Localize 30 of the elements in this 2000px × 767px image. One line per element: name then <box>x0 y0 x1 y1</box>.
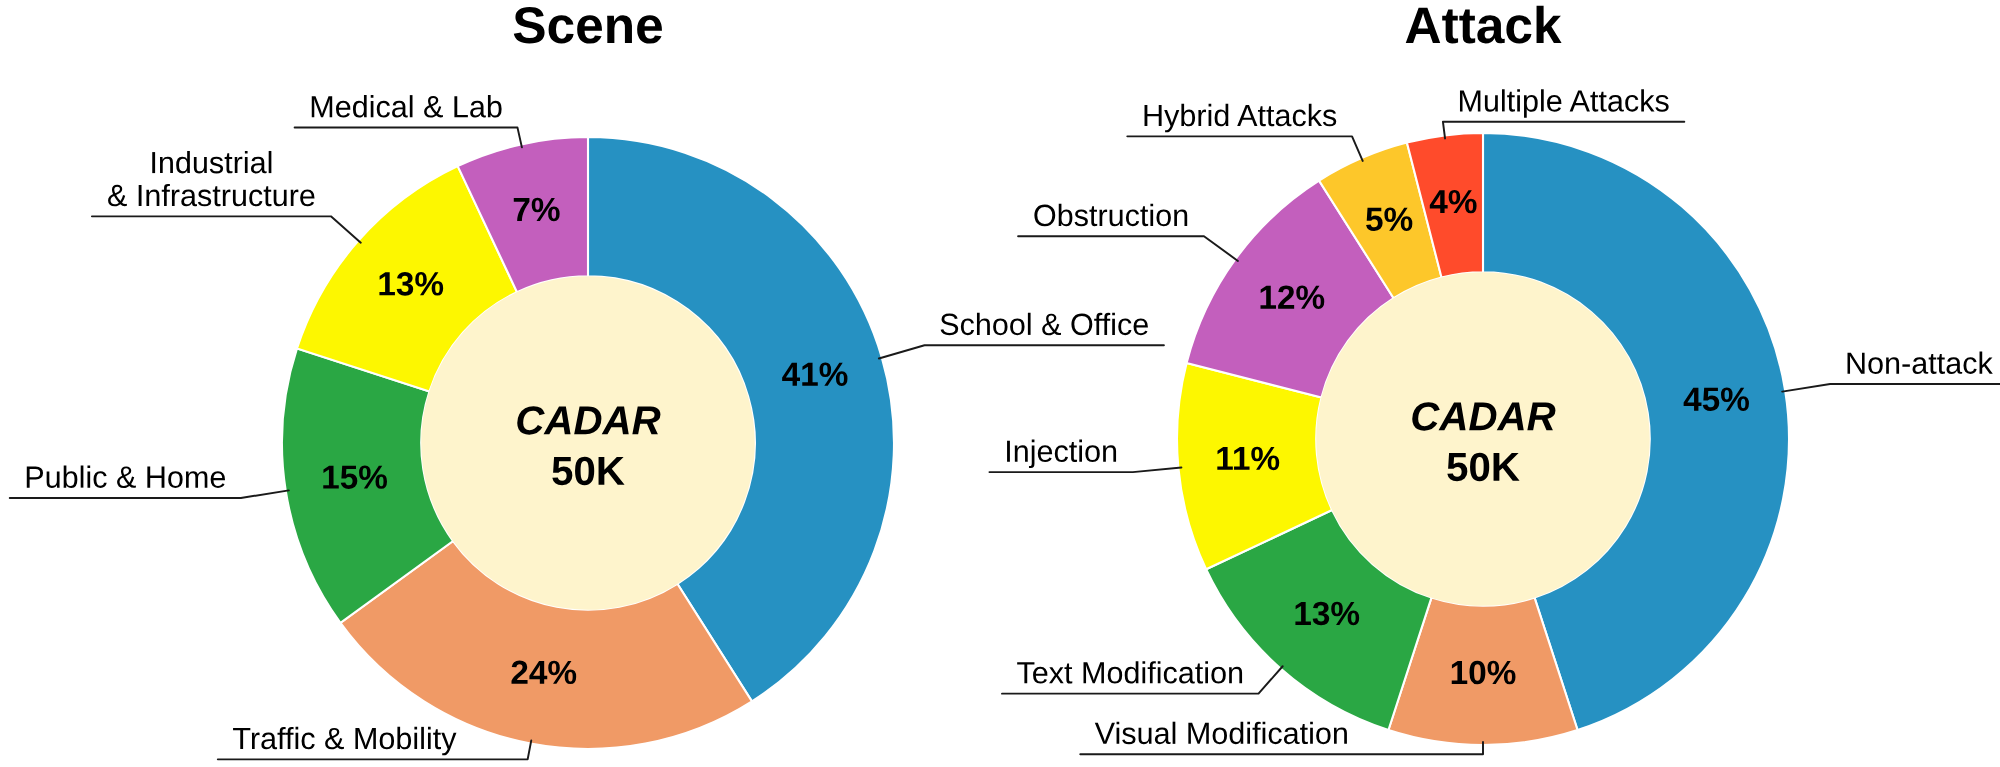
text: 50K <box>552 456 625 486</box>
chart-title: Scene <box>513 7 662 44</box>
slice-label: Non-attack <box>1847 351 1993 374</box>
text: 50K <box>1447 452 1520 482</box>
data-label: 12% <box>1260 285 1325 309</box>
data-label: 13% <box>1295 601 1360 626</box>
data-label: 4% <box>1429 189 1477 214</box>
slice-label: School & Office <box>940 312 1148 336</box>
data-label: 15% <box>323 465 388 489</box>
data-label: 5% <box>1366 207 1413 231</box>
data-label: 13% <box>379 272 444 296</box>
slice-label: Injection <box>1007 439 1117 469</box>
data-label: 24% <box>511 660 577 685</box>
slice-label: Hybrid Attacks <box>1144 103 1337 133</box>
data-label: 11% <box>1217 446 1280 471</box>
text: CADAR <box>1412 402 1556 431</box>
text: CADAR <box>517 406 661 435</box>
data-label: 7% <box>513 197 560 222</box>
slice-label: Public & Home <box>26 465 226 488</box>
slice-label: Medical & Lab <box>311 95 502 118</box>
slice-label: Multiple Attacks <box>1459 89 1669 118</box>
slice-label: Traffic & Mobility <box>233 726 457 756</box>
data-label: 45% <box>1683 387 1749 411</box>
slice-label: Industrial & Infrastructure <box>108 150 315 207</box>
data-label: 41% <box>782 362 848 386</box>
data-label: 10% <box>1451 660 1516 685</box>
chart-title: Attack <box>1405 5 1562 44</box>
slice-label: Obstruction <box>1034 203 1188 227</box>
slice-label: Visual Modification <box>1094 721 1347 745</box>
slice-label: Text Modification <box>1017 661 1243 684</box>
